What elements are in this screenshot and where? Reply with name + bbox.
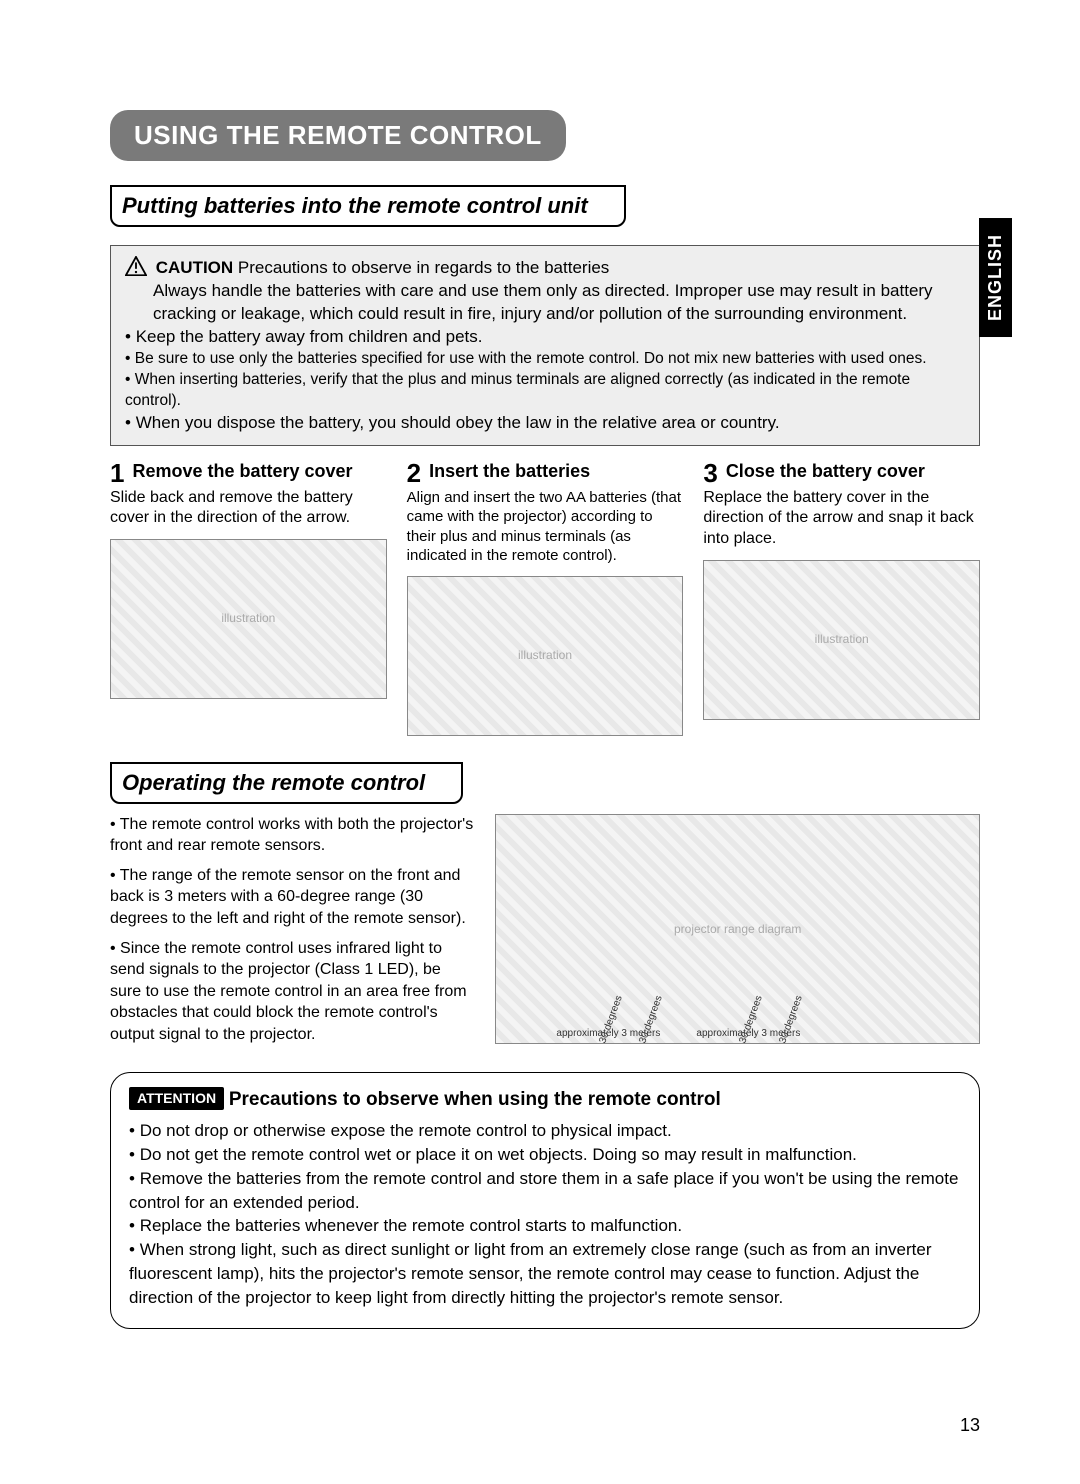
step-illustration: illustration [703,560,980,720]
caution-bullet: When inserting batteries, verify that th… [125,370,965,412]
step-illustration: illustration [407,576,684,736]
attention-bullet: Remove the batteries from the remote con… [129,1167,961,1215]
step-illustration: illustration [110,539,387,699]
diagram-distance-label: approximately 3 meters [696,1028,800,1039]
page-number: 13 [960,1415,980,1436]
attention-bullet: When strong light, such as direct sunlig… [129,1238,961,1309]
caution-box: CAUTION Precautions to observe in regard… [110,245,980,446]
step-1: 1 Remove the battery cover Slide back an… [110,460,387,736]
caution-bullet: Keep the battery away from children and … [125,326,965,349]
caution-label: CAUTION [156,258,233,277]
operating-row: The remote control works with both the p… [110,814,980,1054]
step-body: Replace the battery cover in the directi… [703,488,980,550]
caution-intro: Precautions to observe in regards to the… [238,258,609,277]
warning-triangle-icon [125,256,147,276]
attention-bullet: Replace the batteries whenever the remot… [129,1214,961,1238]
operating-text: The remote control works with both the p… [110,814,475,1054]
attention-box: ATTENTION Precautions to observe when us… [110,1072,980,1329]
operating-bullet: The range of the remote sensor on the fr… [110,865,475,930]
attention-label: ATTENTION [129,1087,224,1111]
step-title: Insert the batteries [429,460,590,486]
caution-lead: Always handle the batteries with care an… [153,280,965,326]
attention-bullet: Do not drop or otherwise expose the remo… [129,1119,961,1143]
step-number: 1 [110,460,124,486]
step-body: Slide back and remove the battery cover … [110,488,387,530]
diagram-distance-label: approximately 3 meters [556,1028,660,1039]
step-number: 2 [407,460,421,486]
subsection-putting-batteries: Putting batteries into the remote contro… [110,185,626,227]
attention-bullet: Do not get the remote control wet or pla… [129,1143,961,1167]
step-2: 2 Insert the batteries Align and insert … [407,460,684,736]
step-3: 3 Close the battery cover Replace the ba… [703,460,980,736]
projector-diagram: projector range diagram 30 degrees 30 de… [495,814,980,1044]
caution-bullet: Be sure to use only the batteries specif… [125,349,965,370]
step-body: Align and insert the two AA batteries (t… [407,488,684,566]
language-tab: ENGLISH [979,218,1012,337]
subsection-operating: Operating the remote control [110,762,463,804]
step-number: 3 [703,460,717,486]
page-section-title: USING THE REMOTE CONTROL [110,110,566,161]
operating-bullet: The remote control works with both the p… [110,814,475,857]
attention-title: Precautions to observe when using the re… [229,1089,721,1110]
battery-steps: 1 Remove the battery cover Slide back an… [110,460,980,736]
step-title: Remove the battery cover [132,460,352,486]
operating-bullet: Since the remote control uses infrared l… [110,938,475,1046]
caution-bullet: When you dispose the battery, you should… [125,412,965,435]
step-title: Close the battery cover [726,460,925,486]
